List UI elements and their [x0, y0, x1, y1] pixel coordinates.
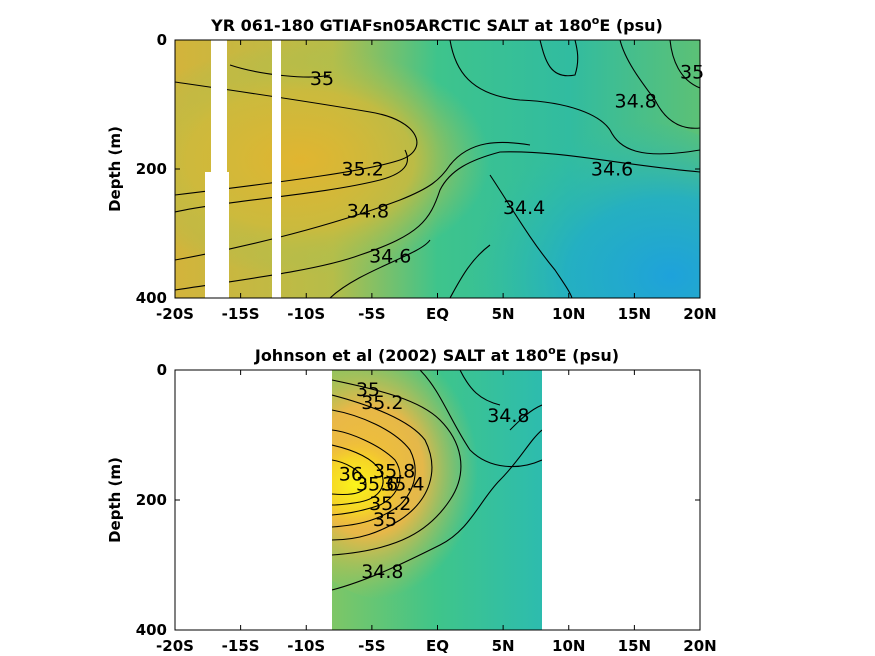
contour-label: 34.8 — [615, 91, 657, 113]
contour-label: 35 — [356, 379, 380, 401]
contour-label: 35.2 — [342, 158, 384, 180]
x-tick-label: 15N — [618, 305, 651, 323]
contour-label: 34.6 — [591, 158, 633, 180]
contour-label: 35.8 — [373, 460, 415, 482]
contour-label: 35 — [310, 68, 334, 90]
contour-label: 35.2 — [369, 493, 411, 515]
contour-label: 34.6 — [369, 246, 411, 268]
y-tick-label: 0 — [157, 31, 167, 49]
x-tick-label: 15N — [618, 637, 651, 655]
y-tick-label: 200 — [136, 491, 167, 509]
x-tick-label: EQ — [426, 637, 449, 655]
x-tick-label: -5S — [358, 305, 385, 323]
contour-label: 34.4 — [503, 197, 545, 219]
y-tick-label: 400 — [136, 289, 167, 307]
x-tick-label: 10N — [552, 637, 585, 655]
x-tick-label: EQ — [426, 305, 449, 323]
y-tick-label: 0 — [157, 361, 167, 379]
panel-2-ticks: -20S -15S -10S -5S EQ 5N 10N 15N 20N 0 200 400 — [136, 361, 717, 655]
panel-observed: Johnson et al (2002) SALT at 180oE (psu)… — [106, 344, 717, 655]
contour-label: 35.2 — [361, 392, 403, 414]
x-tick-label: 20N — [683, 305, 716, 323]
x-tick-label: 20N — [683, 637, 716, 655]
contour-label: 35.4 — [382, 473, 424, 495]
contour-label: 34.8 — [487, 405, 529, 427]
x-tick-label: 10N — [552, 305, 585, 323]
contour-label: 36 — [339, 464, 363, 486]
x-tick-label: -20S — [156, 305, 194, 323]
panel-2-title: Johnson et al (2002) SALT at 180oE (psu) — [254, 344, 619, 365]
contour-label: 34.8 — [361, 561, 403, 583]
y-tick-label: 200 — [136, 160, 167, 178]
panel-2-field — [332, 370, 542, 630]
x-tick-label: -5S — [358, 637, 385, 655]
x-tick-label: -10S — [287, 305, 325, 323]
panel-1-title: YR 061-180 GTIAFsn05ARCTIC SALT at 180oE… — [210, 14, 663, 35]
panel-1-field — [175, 40, 700, 298]
contour-label: 35 — [680, 62, 704, 84]
x-tick-label: 5N — [492, 305, 515, 323]
panel-model: YR 061-180 GTIAFsn05ARCTIC SALT at 180oE… — [106, 14, 717, 323]
panel-1-ylabel: Depth (m) — [106, 126, 124, 212]
panel-2-ylabel: Depth (m) — [106, 457, 124, 543]
panel-1-contour-labels: 35 35.2 34.8 34.6 34.4 34.6 34.8 35 — [310, 62, 704, 268]
x-tick-label: -15S — [222, 305, 260, 323]
x-tick-label: -10S — [287, 637, 325, 655]
x-tick-label: 5N — [492, 637, 515, 655]
panel-1-ticks: -20S -15S -10S -5S EQ 5N 10N 15N 20N 0 200 400 — [136, 31, 717, 323]
contour-label: 35 — [373, 509, 397, 531]
contour-label: 35.6 — [356, 473, 398, 495]
x-tick-label: -20S — [156, 637, 194, 655]
y-tick-label: 400 — [136, 621, 167, 639]
x-tick-label: -15S — [222, 637, 260, 655]
contour-label: 34.8 — [347, 200, 389, 222]
